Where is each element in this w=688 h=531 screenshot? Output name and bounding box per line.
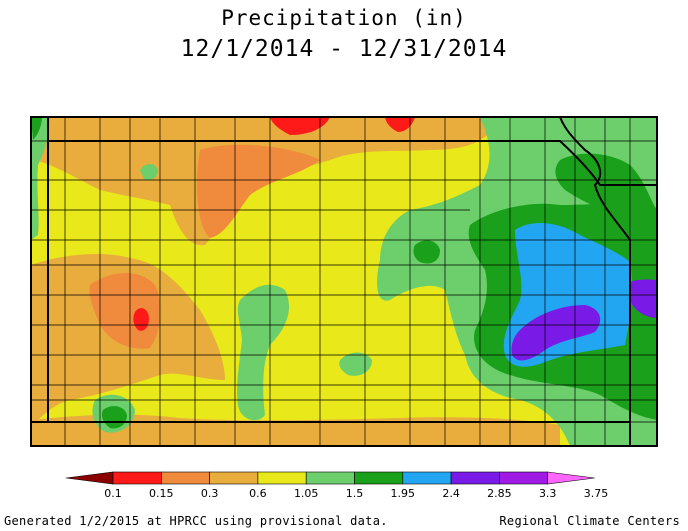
- north-orange-zone: [31, 117, 500, 246]
- legend-threshold-label: 0.3: [201, 487, 219, 500]
- legend-threshold-label: 2.85: [487, 487, 512, 500]
- central-darkgreen-spot: [413, 240, 440, 264]
- legend-swatch: [112, 471, 162, 485]
- northcentral-darkorange-zone: [197, 144, 320, 238]
- north-red-spot-2: [385, 117, 415, 132]
- legend-swatch: [354, 471, 404, 485]
- legend-threshold-label: 2.4: [442, 487, 460, 500]
- west-green-strip: [31, 117, 50, 240]
- east-purple-zone: [511, 305, 601, 361]
- legend-arrow-high: [547, 471, 595, 485]
- legend-threshold-label: 3.3: [539, 487, 557, 500]
- source-credit: Regional Climate Centers: [499, 514, 680, 528]
- legend-threshold-label: 1.05: [294, 487, 319, 500]
- precip-contours: [31, 117, 657, 446]
- legend-threshold-label: 3.75: [584, 487, 609, 500]
- legend-swatch: [305, 471, 355, 485]
- map-title: Precipitation (in): [221, 6, 467, 30]
- legend-swatch: [209, 471, 259, 485]
- legend-swatch: [402, 471, 452, 485]
- legend-swatch: [257, 471, 307, 485]
- legend-threshold-label: 1.95: [391, 487, 416, 500]
- legend-threshold-label: 0.15: [149, 487, 174, 500]
- legend-labels: 0.1 0.15 0.3 0.6 1.05 1.5 1.95 2.4 2.85 3.3 3.75: [104, 487, 608, 500]
- legend-arrow-low: [65, 471, 114, 485]
- legend-threshold-label: 0.1: [104, 487, 122, 500]
- legend-swatch: [499, 471, 548, 485]
- generated-note: Generated 1/2/2015 at HPRCC using provis…: [4, 514, 388, 528]
- state-boundaries: [30, 116, 658, 447]
- nw-darkgreen-corner: [31, 117, 42, 140]
- legend-swatch: [450, 471, 500, 485]
- east-purple-edge: [630, 279, 657, 318]
- legend-threshold-label: 0.6: [249, 487, 267, 500]
- central-green-band: [237, 284, 290, 421]
- south-green-spot: [339, 352, 372, 376]
- legend-threshold-label: 1.5: [346, 487, 364, 500]
- legend-swatch: [161, 471, 210, 485]
- north-green-spot: [140, 164, 158, 180]
- north-red-spot-1: [270, 117, 330, 135]
- legend-bars: [65, 471, 595, 485]
- date-range: 12/1/2014 - 12/31/2014: [180, 36, 508, 62]
